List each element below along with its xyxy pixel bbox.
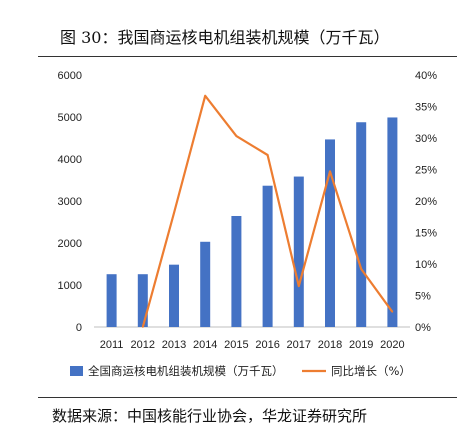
y-right-tick-label: 0% xyxy=(415,322,431,334)
growth-point xyxy=(173,212,175,214)
growth-point xyxy=(235,135,238,137)
legend-label-line: 同比增长（%） xyxy=(331,364,411,378)
x-tick-label: 2014 xyxy=(193,339,217,351)
y-left-tick-label: 4000 xyxy=(58,154,82,166)
x-tick-label: 2020 xyxy=(380,339,404,351)
x-tick-label: 2011 xyxy=(100,339,124,351)
y-right-tick-label: 20% xyxy=(415,196,437,208)
growth-point xyxy=(204,94,206,97)
x-tick-label: 2017 xyxy=(287,339,311,351)
bar xyxy=(200,241,211,327)
y-left-tick-label: 3000 xyxy=(58,196,82,208)
y-right-tick-label: 30% xyxy=(415,133,437,145)
bar xyxy=(387,117,398,327)
y-left-tick-label: 5000 xyxy=(58,112,82,124)
y-right-tick-label: 25% xyxy=(415,165,437,177)
y-right-tick-label: 10% xyxy=(415,259,437,271)
title-rule xyxy=(38,56,457,57)
x-tick-label: 2019 xyxy=(349,339,373,351)
growth-point xyxy=(360,268,363,270)
figure-source: 数据来源：中国核能行业协会，华龙证券研究所 xyxy=(52,407,368,425)
bar xyxy=(169,264,179,327)
y-left-tick-label: 6000 xyxy=(58,70,82,82)
legend-swatch-bar xyxy=(70,366,83,376)
bar xyxy=(231,215,242,327)
bar xyxy=(325,139,335,327)
growth-point xyxy=(266,154,269,156)
y-right-tick-label: 5% xyxy=(415,291,431,303)
source-rule xyxy=(38,397,457,398)
y-right-tick-label: 40% xyxy=(415,70,437,82)
x-tick-label: 2015 xyxy=(224,339,248,351)
bar xyxy=(137,274,148,327)
x-tick-label: 2016 xyxy=(255,339,279,351)
figure-title: 图 30：我国商运核电机组装机规模（万千瓦） xyxy=(60,28,390,47)
growth-point xyxy=(391,311,394,313)
y-left-tick-label: 2000 xyxy=(58,238,82,250)
bar xyxy=(106,274,117,327)
growth-point xyxy=(142,326,144,328)
growth-point xyxy=(329,170,331,173)
bar xyxy=(356,122,367,327)
y-left-tick-label: 1000 xyxy=(58,280,82,292)
y-left-tick-label: 0 xyxy=(76,322,82,334)
bar xyxy=(262,185,273,327)
legend-label-bar: 全国商运核电机组装机规模（万千瓦） xyxy=(88,364,284,378)
x-tick-label: 2012 xyxy=(131,339,155,351)
y-right-tick-label: 15% xyxy=(415,228,437,240)
x-tick-label: 2013 xyxy=(162,339,186,351)
x-tick-label: 2018 xyxy=(318,339,342,351)
y-right-tick-label: 35% xyxy=(415,102,437,114)
growth-point xyxy=(298,285,300,287)
bar xyxy=(293,176,304,327)
